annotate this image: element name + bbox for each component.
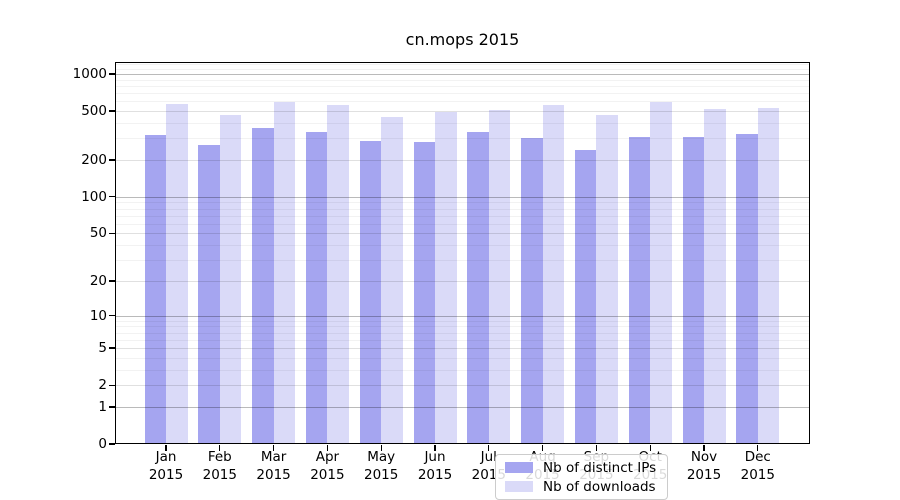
bar-ips-aug	[521, 138, 543, 444]
x-tick-label-1: Feb 2015	[202, 449, 237, 483]
y-tick-mark-1000	[109, 73, 115, 75]
x-tick-mark-1	[219, 445, 221, 451]
bar-downloads-mar	[273, 101, 296, 444]
bar-ips-feb	[198, 145, 220, 444]
bar-downloads-oct	[650, 101, 672, 444]
bar-ips-dec	[736, 134, 758, 444]
bar-downloads-nov	[704, 109, 726, 444]
bar-ips-jun	[413, 141, 435, 444]
legend-item-downloads: Nb of downloads	[505, 478, 656, 495]
x-tick-label-10: Nov 2015	[686, 449, 722, 483]
bar-downloads-aug	[542, 104, 565, 444]
y-tick-mark-10	[109, 314, 115, 317]
y-tick-label-0: 0	[98, 436, 107, 452]
y-tick-mark-50	[109, 232, 115, 235]
gridline-minor-1200	[115, 64, 810, 66]
bar-downloads-jun	[435, 111, 457, 444]
y-tick-label-2: 2	[98, 377, 107, 394]
x-tick-label-11: Dec 2015	[740, 449, 775, 483]
x-tick-mark-5	[434, 445, 436, 451]
bar-ips-jul	[467, 132, 489, 444]
chart-title: cn.mops 2015	[405, 30, 520, 49]
y-tick-mark-5	[109, 347, 115, 349]
plot-area: Nb of distinct IPs Nb of downloads	[115, 62, 810, 500]
bar-downloads-jan	[166, 104, 188, 444]
y-tick-mark-1	[109, 406, 115, 408]
bar-ips-mar	[252, 127, 274, 444]
bar-ips-oct	[628, 136, 651, 444]
gridline-minor-600	[115, 101, 810, 103]
x-tick-mark-11	[757, 445, 759, 451]
y-tick-label-1: 1	[98, 398, 107, 415]
y-tick-mark-2	[109, 384, 115, 386]
bar-ips-apr	[305, 131, 328, 444]
gridline-minor-800	[115, 85, 810, 87]
x-tick-mark-0	[165, 445, 167, 451]
y-tick-label-200: 200	[81, 152, 107, 168]
x-tick-label-2: Mar 2015	[256, 449, 291, 483]
y-tick-mark-500	[109, 110, 115, 112]
bar-downloads-sep	[596, 114, 618, 444]
y-tick-label-100: 100	[81, 188, 107, 205]
x-tick-label-4: May 2015	[364, 449, 399, 483]
bar-ips-sep	[574, 150, 597, 444]
x-tick-label-3: Apr 2015	[310, 449, 345, 483]
x-tick-mark-4	[380, 445, 382, 451]
legend-swatch-distinct-ips-icon	[505, 462, 533, 473]
y-tick-label-10: 10	[89, 307, 107, 324]
gridline-minor-900	[115, 79, 810, 81]
bar-downloads-jul	[488, 109, 511, 444]
legend-item-distinct-ips: Nb of distinct IPs	[505, 459, 657, 476]
y-tick-mark-100	[109, 196, 115, 198]
x-tick-label-5: Jun 2015	[417, 449, 453, 483]
y-tick-label-20: 20	[89, 272, 107, 289]
legend: Nb of distinct IPs Nb of downloads	[495, 454, 669, 500]
bar-downloads-may	[381, 116, 403, 444]
bar-ips-may	[359, 140, 382, 444]
bar-downloads-apr	[327, 105, 349, 444]
x-tick-mark-10	[703, 445, 705, 451]
gridline-minor-1100	[115, 68, 810, 70]
y-tick-mark-200	[109, 159, 115, 161]
y-tick-label-5: 5	[98, 340, 107, 356]
x-tick-label-0: Jan 2015	[148, 449, 184, 483]
y-tick-label-500: 500	[81, 103, 107, 120]
legend-swatch-downloads-icon	[505, 481, 533, 492]
x-tick-mark-9	[649, 445, 651, 451]
gridline-minor-700	[115, 93, 810, 95]
legend-label-distinct-ips: Nb of distinct IPs	[543, 459, 657, 476]
x-tick-mark-3	[326, 445, 329, 451]
y-tick-label-1000: 1000	[72, 66, 107, 82]
legend-label-downloads: Nb of downloads	[543, 478, 656, 495]
x-tick-mark-8	[595, 445, 598, 451]
x-tick-mark-6	[488, 445, 490, 451]
bar-ips-nov	[682, 137, 704, 444]
bar-ips-jan	[144, 134, 166, 444]
bar-downloads-feb	[219, 114, 242, 444]
y-tick-mark-0	[109, 443, 115, 445]
x-tick-mark-2	[272, 445, 275, 451]
gridline-1000	[115, 74, 810, 75]
y-tick-mark-20	[109, 280, 115, 282]
bar-downloads-dec	[757, 107, 780, 444]
x-tick-mark-7	[541, 445, 544, 451]
y-tick-label-50: 50	[89, 225, 107, 242]
